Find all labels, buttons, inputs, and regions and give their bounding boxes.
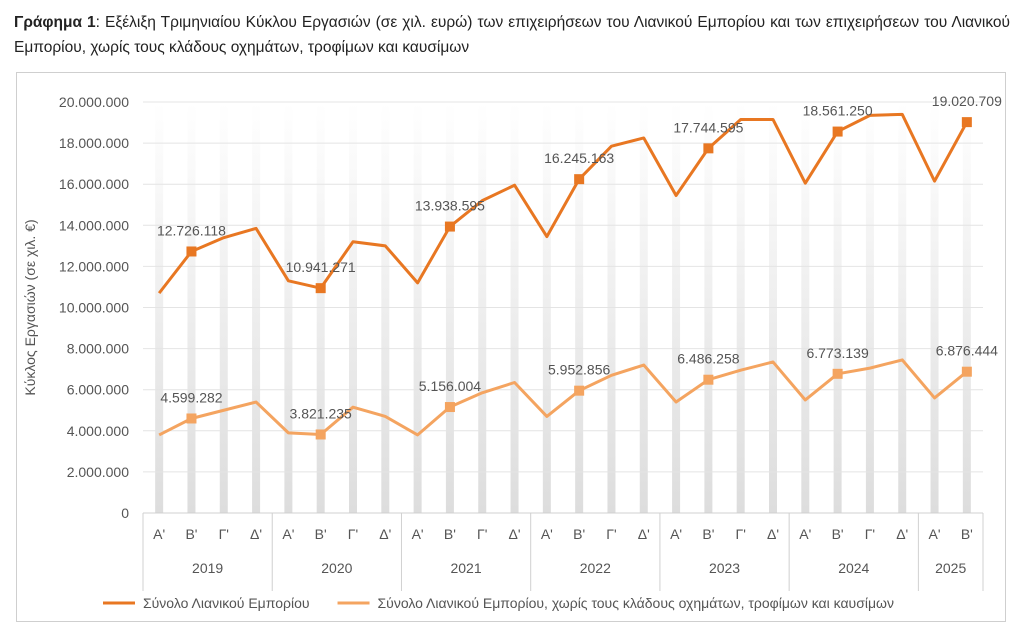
x-tick-label-quarter: Γ' bbox=[477, 526, 487, 542]
data-label: 17.744.595 bbox=[673, 119, 743, 135]
x-tick-label-year: 2020 bbox=[321, 560, 352, 576]
data-point-marker bbox=[574, 385, 585, 396]
data-label: 13.938.595 bbox=[415, 198, 485, 214]
x-tick-label-quarter: Δ' bbox=[767, 526, 779, 542]
x-tick-label-quarter: Β' bbox=[961, 526, 973, 542]
chart-frame: 0 2.000.000 4.000.000 6.000.000 8.000.000 10.… bbox=[16, 72, 1006, 622]
x-tick-label-quarter: Δ' bbox=[379, 526, 391, 542]
y-tick-label: 10.000.000 bbox=[59, 300, 129, 316]
data-point-marker bbox=[832, 368, 843, 379]
figure-number: Γράφημα 1 bbox=[14, 14, 96, 31]
x-tick-label-quarter: Δ' bbox=[896, 526, 908, 542]
y-tick-label: 8.000.000 bbox=[67, 341, 129, 357]
legend-entry: Σύνολο Λιανικού Εμπορίου, χωρίς τους κλά… bbox=[378, 595, 894, 611]
x-tick-label-quarter: Α' bbox=[282, 526, 294, 542]
x-tick-label-quarter: Β' bbox=[832, 526, 844, 542]
x-tick-label-quarter: Γ' bbox=[219, 526, 229, 542]
x-tick-label-quarter: Δ' bbox=[250, 526, 262, 542]
data-label: 3.821.235 bbox=[290, 405, 352, 421]
line-chart: 0 2.000.000 4.000.000 6.000.000 8.000.000 10.… bbox=[22, 93, 1002, 611]
x-tick-label-quarter: Β' bbox=[444, 526, 456, 542]
x-tick-label-quarter: Α' bbox=[670, 526, 682, 542]
x-tick-label-year: 2023 bbox=[709, 560, 740, 576]
x-tick-label-year: 2021 bbox=[450, 560, 481, 576]
y-tick-label: 0 bbox=[121, 505, 129, 521]
x-tick-label-quarter: Γ' bbox=[735, 526, 745, 542]
y-tick-label: 18.000.000 bbox=[59, 135, 129, 151]
data-point-marker bbox=[444, 402, 455, 413]
data-label: 10.941.271 bbox=[286, 259, 356, 275]
figure-caption: Γράφημα 1: Εξέλιξη Τριμηνιαίου Κύκλου Ερ… bbox=[14, 10, 1010, 60]
y-tick-label: 6.000.000 bbox=[67, 382, 129, 398]
x-tick-label-quarter: Α' bbox=[541, 526, 553, 542]
data-label: 5.156.004 bbox=[419, 378, 481, 394]
data-point-marker bbox=[574, 174, 585, 185]
data-point-marker bbox=[315, 283, 326, 294]
x-tick-label-year: 2024 bbox=[838, 560, 869, 576]
data-point-marker bbox=[186, 413, 197, 424]
x-tick-label-quarter: Β' bbox=[315, 526, 327, 542]
data-label: 6.486.258 bbox=[677, 351, 739, 367]
figure-title: : Εξέλιξη Τριμηνιαίου Κύκλου Εργασιών (σ… bbox=[14, 14, 1010, 56]
y-tick-label: 14.000.000 bbox=[59, 217, 129, 233]
x-tick-label-quarter: Β' bbox=[185, 526, 197, 542]
x-tick-label-quarter: Γ' bbox=[865, 526, 875, 542]
y-axis-label: Κύκλος Εργασιών (σε χιλ. €) bbox=[22, 219, 38, 395]
y-tick-label: 2.000.000 bbox=[67, 464, 129, 480]
x-tick-label-year: 2019 bbox=[192, 560, 223, 576]
data-point-marker bbox=[186, 246, 197, 257]
x-tick-label-quarter: Β' bbox=[573, 526, 585, 542]
x-tick-label-quarter: Γ' bbox=[606, 526, 616, 542]
x-tick-label-quarter: Α' bbox=[929, 526, 941, 542]
data-point-marker bbox=[703, 143, 714, 154]
x-tick-label-year: 2022 bbox=[580, 560, 611, 576]
data-label: 16.245.163 bbox=[544, 150, 614, 166]
x-tick-label-year: 2025 bbox=[935, 560, 966, 576]
data-label: 19.020.709 bbox=[932, 93, 1002, 109]
data-point-marker bbox=[832, 126, 843, 137]
data-label: 4.599.282 bbox=[160, 389, 222, 405]
series-line-2 bbox=[158, 358, 968, 437]
data-label: 6.876.444 bbox=[936, 343, 998, 359]
x-tick-label-quarter: Δ' bbox=[509, 526, 521, 542]
y-tick-label: 20.000.000 bbox=[59, 94, 129, 110]
x-tick-label-quarter: Α' bbox=[153, 526, 165, 542]
y-tick-label: 4.000.000 bbox=[67, 423, 129, 439]
data-label: 18.561.250 bbox=[803, 103, 873, 119]
series-line-1 bbox=[157, 112, 969, 295]
data-label: 12.726.118 bbox=[157, 222, 226, 238]
x-tick-label-quarter: Δ' bbox=[638, 526, 650, 542]
data-point-marker bbox=[444, 221, 455, 232]
x-tick-label-quarter: Γ' bbox=[348, 526, 358, 542]
y-tick-label: 16.000.000 bbox=[59, 176, 129, 192]
data-label: 5.952.856 bbox=[548, 362, 610, 378]
x-tick-label-quarter: Β' bbox=[702, 526, 714, 542]
data-point-marker bbox=[703, 374, 714, 385]
data-point-marker bbox=[961, 117, 972, 128]
data-label: 6.773.139 bbox=[806, 345, 868, 361]
legend-entry: Σύνολο Λιανικού Εμπορίου bbox=[143, 595, 310, 611]
data-point-marker bbox=[315, 429, 326, 440]
y-tick-label: 12.000.000 bbox=[59, 258, 129, 274]
data-point-marker bbox=[961, 366, 972, 377]
x-tick-label-quarter: Α' bbox=[412, 526, 424, 542]
x-tick-label-quarter: Α' bbox=[799, 526, 811, 542]
